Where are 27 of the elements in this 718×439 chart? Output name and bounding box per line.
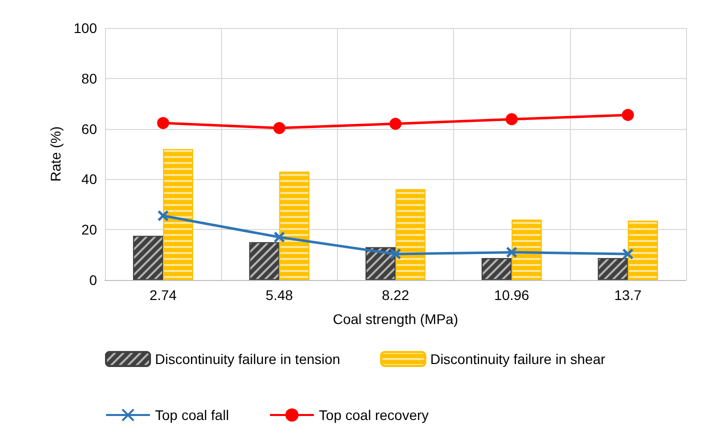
legend-label: Top coal fall: [155, 407, 229, 423]
point: [157, 117, 170, 129]
point: [622, 108, 634, 121]
legend-label: Top coal recovery: [318, 407, 429, 423]
x-tick-label: 10.96: [494, 287, 530, 303]
x-axis-title: Coal strength (MPa): [332, 311, 458, 327]
y-axis-title: Rate (%): [48, 126, 64, 182]
y-tick-label: 60: [81, 120, 98, 137]
x-tick-label: 8.22: [382, 287, 410, 303]
x-tick-label: 5.48: [266, 287, 294, 303]
point: [157, 210, 169, 222]
y-tick-label: 80: [81, 70, 98, 86]
point: [622, 248, 634, 260]
point: [273, 122, 286, 134]
x-tick-label: 13.7: [614, 287, 642, 303]
x-tick-label: 2.74: [149, 287, 177, 303]
y-tick-label: 0: [89, 272, 98, 288]
y-tick-label: 20: [81, 222, 98, 238]
legend-label: Discontinuity failure in tension: [155, 351, 340, 367]
y-tick-label: 100: [74, 20, 98, 36]
point: [390, 118, 402, 130]
point: [506, 113, 518, 126]
y-tick-label: 40: [81, 171, 98, 188]
point: [390, 248, 402, 260]
point: [506, 246, 518, 258]
legend-label: Discontinuity failure in shear: [430, 351, 606, 367]
point: [274, 231, 286, 243]
